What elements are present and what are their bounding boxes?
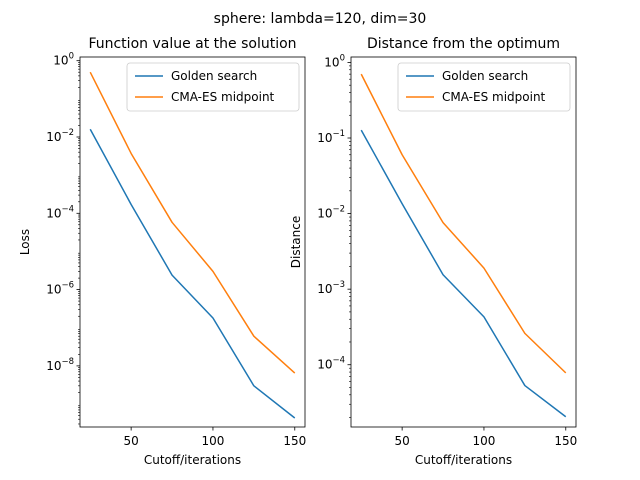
loss-series-golden-search	[89, 128, 296, 419]
loss-xtick-label: 100	[202, 434, 225, 448]
loss-ytick-label: 10−6	[46, 281, 74, 297]
distance-xtick-label: 50	[394, 434, 409, 448]
distance-series-golden-search	[360, 129, 567, 418]
loss-chart: Function value at the solution 10−8 10−6 10…	[18, 36, 306, 467]
distance-legend-box	[397, 62, 571, 112]
loss-ytick-label: 10−2	[46, 128, 74, 144]
distance-ytick-label: 10−1	[317, 129, 345, 145]
distance-legend: Golden search CMA-ES midpoint	[397, 62, 571, 112]
loss-x-axis-label: Cutoff/iterations	[144, 453, 241, 467]
distance-ytick-label: 10−4	[317, 356, 345, 372]
distance-ytick-label: 100	[324, 53, 345, 69]
loss-legend-label-cma-es-midpoint: CMA-ES midpoint	[171, 90, 275, 104]
loss-ytick-label: 10−4	[46, 204, 74, 220]
distance-xtick-label: 100	[473, 434, 496, 448]
distance-chart-title: Distance from the optimum	[367, 36, 560, 52]
loss-axes-frame	[79, 56, 306, 428]
distance-ytick-label: 10−2	[317, 205, 345, 221]
loss-legend-label-golden-search: Golden search	[171, 69, 257, 83]
loss-ytick-label: 10−8	[46, 357, 74, 373]
loss-legend-box	[126, 62, 300, 112]
distance-axes-frame	[350, 56, 577, 428]
loss-xtick-label: 50	[123, 434, 138, 448]
distance-ytick-label: 10−3	[317, 280, 345, 296]
loss-series-cma-es-midpoint	[89, 71, 296, 374]
loss-legend: Golden search CMA-ES midpoint	[126, 62, 300, 112]
loss-y-axis-label: Loss	[18, 229, 32, 255]
loss-xtick-label: 150	[283, 434, 306, 448]
loss-ytick-label: 100	[53, 52, 74, 68]
distance-legend-label-golden-search: Golden search	[442, 69, 528, 83]
distance-series-cma-es-midpoint	[360, 73, 567, 374]
distance-chart: Distance from the optimum 10−4 10−3 10−2 10−…	[289, 36, 577, 467]
distance-y-axis-label: Distance	[289, 216, 303, 268]
distance-x-axis-label: Cutoff/iterations	[415, 453, 512, 467]
distance-xtick-label: 150	[554, 434, 577, 448]
loss-chart-title: Function value at the solution	[88, 36, 296, 52]
distance-legend-label-cma-es-midpoint: CMA-ES midpoint	[442, 90, 546, 104]
figure-suptitle: sphere: lambda=120, dim=30	[214, 11, 427, 27]
